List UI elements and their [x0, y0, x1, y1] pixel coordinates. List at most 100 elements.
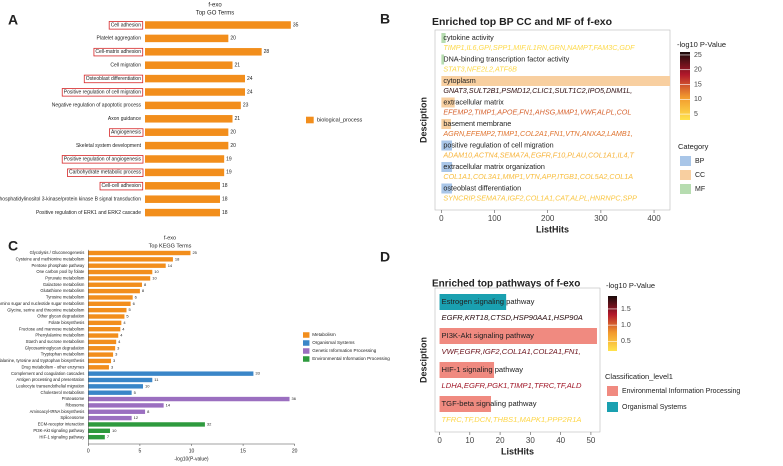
x-axis-label: ListHits [501, 446, 534, 456]
bar [88, 295, 133, 300]
legend-label: Environmental Information Processing [312, 356, 390, 361]
category-label: Cholesterol metabolism [41, 390, 85, 395]
bar [441, 54, 445, 65]
bar [145, 128, 229, 136]
value-label: 11 [154, 377, 159, 382]
bar [145, 168, 225, 177]
value-label: 8 [144, 282, 147, 287]
legend-swatch [680, 170, 691, 180]
category-label: Cell adhesion [111, 22, 142, 28]
bar [441, 119, 451, 129]
bar [88, 288, 140, 294]
category-label: Cell-cell adhesion [102, 183, 142, 189]
x-tick-label: 0 [437, 436, 442, 445]
colorbar-tick-label: 10 [694, 96, 702, 103]
bar [88, 327, 121, 332]
legend-swatch [303, 340, 310, 346]
x-tick-label: 10 [189, 448, 195, 454]
bar [88, 384, 144, 389]
highlight-box [109, 128, 144, 137]
bar [441, 162, 453, 172]
colorbar [680, 52, 690, 120]
chart-title: f-exo [164, 235, 176, 241]
bar [145, 21, 291, 29]
value-label: 10 [154, 269, 159, 274]
category-label: Regulation of phosphatidylinositol 3-kin… [0, 197, 141, 203]
value-label: 7 [107, 434, 110, 439]
value-label: 8 [142, 288, 145, 293]
category-label: Aminoacyl-tRNA biosynthesis [30, 409, 85, 414]
term-label: basement membrane [443, 119, 511, 128]
bar [145, 61, 233, 69]
value-label: 20 [230, 36, 236, 42]
value-label: 21 [235, 63, 241, 69]
bar [88, 434, 105, 440]
x-tick-label: 300 [594, 214, 608, 223]
value-label: 5 [134, 390, 137, 395]
category-label: Pentose phosphate pathway [31, 263, 85, 268]
bar [88, 320, 122, 326]
x-tick-label: 20 [496, 436, 505, 445]
highlight-box [93, 47, 144, 57]
y-axis-label: Desciption [418, 337, 428, 383]
bar [88, 257, 173, 262]
y-axis-label: Desciption [418, 97, 428, 143]
term-label: positive regulation of cell migration [443, 140, 553, 149]
bar [88, 390, 132, 395]
gene-list: ADAM10,ACTN4,SEMA7A,EGFR,F10,PLAU,COL1A1… [442, 150, 634, 159]
category-label: Drug metabolism - other enzymes [21, 364, 84, 369]
bar [441, 183, 453, 194]
highlight-box [61, 88, 144, 97]
chart-subtitle: Top GO Terms [196, 11, 235, 17]
legend-title: Classification_level1 [605, 372, 673, 381]
bar [145, 208, 220, 217]
value-label: 10 [152, 275, 157, 280]
legend-swatch [607, 402, 618, 412]
bar [88, 352, 114, 357]
legend-swatch [303, 356, 310, 362]
category-label: ECM-receptor interaction [38, 422, 85, 427]
category-label: Folate biosynthesis [48, 320, 84, 325]
plot-panel [434, 29, 671, 211]
legend-label: MF [695, 186, 705, 193]
value-label: 4 [120, 333, 123, 338]
bar [88, 314, 125, 319]
category-label: Cysteine and methionine metabolism [16, 256, 85, 261]
category-label: Platelet aggregation [97, 36, 142, 42]
category-label: Cell-matrix adhesion [95, 49, 141, 55]
x-axis-label: ListHits [536, 224, 569, 234]
gene-list: TFRC,TF,DCN,THBS1,MAPK1,PPP2R1A [442, 415, 582, 424]
bar [439, 294, 507, 310]
term-label: TGF-beta signaling pathway [442, 399, 537, 408]
value-label: 4 [122, 326, 125, 331]
x-tick-label: 15 [240, 448, 246, 454]
category-label: Proteasome [62, 396, 85, 401]
category-label: Phenylalanine, tyrosine and tryptophan b… [0, 358, 84, 363]
colorbar-title: -log10 P-Value [606, 281, 655, 290]
x-tick-label: 200 [541, 214, 555, 223]
bar [145, 101, 241, 110]
category-label: Negative regulation of apoptotic process [52, 103, 142, 109]
bar [88, 301, 131, 306]
highlight-box [83, 74, 144, 84]
bar [88, 422, 205, 427]
bar [88, 358, 112, 364]
value-label: 36 [292, 396, 297, 401]
chart-title: Enriched top pathways of f-exo [432, 279, 580, 290]
value-label: 28 [264, 49, 270, 55]
gene-list: TIMP1,IL6,GPI,SPP1,MIF,IL1RN,GRN,NAMPT,F… [443, 43, 635, 52]
bar [145, 155, 225, 163]
x-tick-label: 10 [465, 436, 474, 445]
x-tick-label: 20 [292, 448, 298, 454]
colorbar-tick-label: 25 [694, 52, 702, 59]
term-label: cytoplasm [443, 76, 475, 85]
x-tick-label: 40 [556, 436, 565, 445]
x-axis-label: -log10(P-value) [174, 456, 209, 462]
colorbar-title: -log10 P-Value [677, 40, 726, 49]
gene-list: AGRN,EFEMP2,TIMP1,COL2A1,FN1,VTN,ANXA2,L… [442, 129, 632, 138]
bar [88, 346, 116, 351]
legend-label: CC [695, 172, 705, 179]
bar [88, 339, 117, 345]
bar [88, 428, 110, 433]
